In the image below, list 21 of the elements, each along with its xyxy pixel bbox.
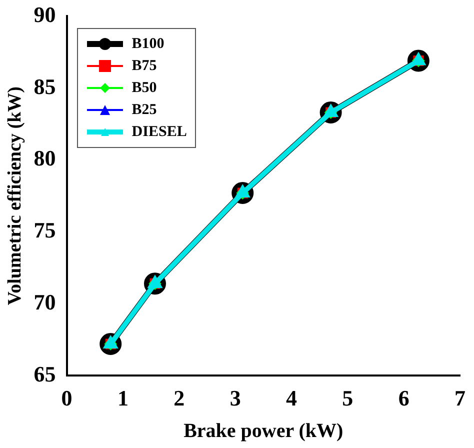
x-tick-label: 3 xyxy=(230,385,241,410)
y-tick-label: 85 xyxy=(34,74,56,99)
y-axis-title: Volumetric efficiency (kW) xyxy=(4,86,26,306)
x-tick-label: 4 xyxy=(286,385,297,410)
legend-label: DIESEL xyxy=(132,124,187,141)
y-tick-label: 65 xyxy=(34,361,56,386)
x-tick-label: 0 xyxy=(61,385,72,410)
x-tick-label: 6 xyxy=(398,385,410,410)
x-tick-label: 1 xyxy=(117,385,128,410)
x-axis-title: Brake power (kW) xyxy=(184,420,344,442)
legend-label: B100 xyxy=(132,36,164,53)
y-tick-label: 70 xyxy=(34,289,56,314)
x-tick-label: 2 xyxy=(174,385,185,410)
y-tick-label: 75 xyxy=(34,218,56,243)
legend-label: B25 xyxy=(132,102,157,119)
x-tick-label: 7 xyxy=(454,385,466,410)
legend-label: B50 xyxy=(132,80,157,97)
y-tick-label: 80 xyxy=(34,146,56,171)
y-tick-label: 90 xyxy=(34,2,56,27)
legend-label: B75 xyxy=(132,58,157,75)
x-tick-label: 5 xyxy=(342,385,354,410)
